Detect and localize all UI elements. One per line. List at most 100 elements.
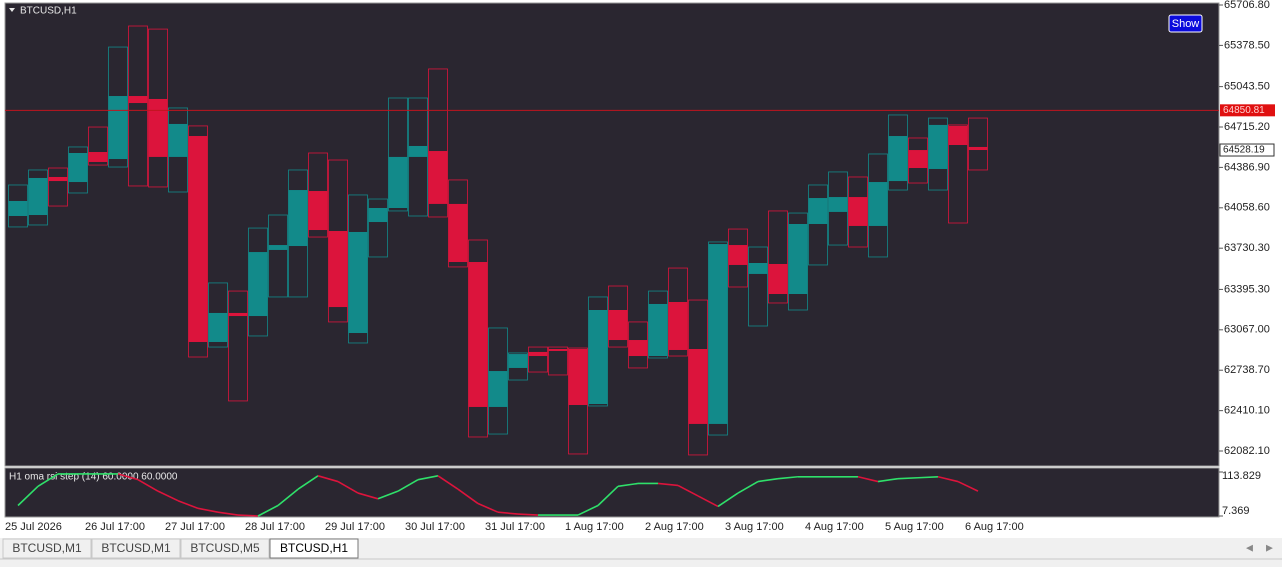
x-tick-label: 5 Aug 17:00 xyxy=(885,521,944,533)
y-tick-label: 62738.70 xyxy=(1224,364,1270,376)
candle-body xyxy=(468,262,488,407)
scroll-left[interactable]: ◀ xyxy=(1246,542,1253,552)
candle-body xyxy=(688,349,708,424)
indicator-segment xyxy=(177,499,199,510)
x-tick-label: 1 Aug 17:00 xyxy=(565,521,624,533)
indicator-segment xyxy=(157,490,179,502)
candle-body xyxy=(808,198,828,224)
x-tick-label: 26 Jul 17:00 xyxy=(85,521,145,533)
tab-label[interactable]: BTCUSD,M1 xyxy=(12,541,82,555)
indicator-title: H1 oma rsi step (14) 60.0000 60.0000 xyxy=(9,472,178,483)
indicator-segment xyxy=(477,502,499,513)
candle-body xyxy=(308,191,328,231)
tab-label[interactable]: BTCUSD,M5 xyxy=(190,541,260,555)
indicator-segment xyxy=(777,475,799,480)
candle-body xyxy=(28,177,48,216)
main-pane xyxy=(4,2,1220,467)
candle-range xyxy=(128,25,148,187)
indicator-segment xyxy=(217,511,239,516)
candle-body xyxy=(448,203,468,263)
candle-body xyxy=(708,244,728,424)
indicator-y-tick-label: 7.369 xyxy=(1222,505,1250,517)
tab-label[interactable]: BTCUSD,M1 xyxy=(101,541,171,555)
indicator-segment xyxy=(717,492,739,508)
indicator-segment xyxy=(617,482,639,488)
indicator-segment xyxy=(117,473,139,481)
x-tick-label: 25 Jul 2026 xyxy=(5,521,62,533)
indicator-y-tick-label: 113.829 xyxy=(1222,470,1261,482)
candle-body xyxy=(548,349,568,351)
show-button[interactable] xyxy=(1168,14,1203,33)
indicator-segment xyxy=(197,507,219,513)
tab[interactable] xyxy=(180,538,270,559)
y-tick-label: 64058.60 xyxy=(1224,202,1270,214)
x-tick-label: 2 Aug 17:00 xyxy=(645,521,704,533)
candle-body xyxy=(788,223,808,295)
show-button-label[interactable]: Show xyxy=(1172,18,1200,30)
indicator-segment xyxy=(137,478,159,492)
candle-body xyxy=(748,262,768,274)
candle-body xyxy=(868,182,888,226)
indicator-segment xyxy=(917,475,939,479)
y-tick-label: 62082.10 xyxy=(1224,445,1270,457)
candle-body xyxy=(928,124,948,169)
candle-range xyxy=(388,97,408,212)
indicator-segment xyxy=(257,504,279,517)
indicator-segment xyxy=(697,495,719,508)
indicator-segment xyxy=(277,488,299,507)
candle-body xyxy=(288,190,308,247)
y-tick-label: 63730.30 xyxy=(1224,242,1270,254)
indicator-segment xyxy=(757,477,779,483)
indicator-segment xyxy=(337,480,359,494)
y-tick-label: 63067.00 xyxy=(1224,324,1270,336)
candle-body xyxy=(968,146,988,151)
indicator-segment xyxy=(237,514,259,517)
tab-label[interactable]: BTCUSD,H1 xyxy=(280,541,348,555)
candle-body xyxy=(768,263,788,295)
indicator-segment xyxy=(937,475,959,483)
y-tick-label: 65706.80 xyxy=(1224,0,1270,11)
candle-body xyxy=(948,125,968,145)
x-tick-label: 27 Jul 17:00 xyxy=(165,521,225,533)
y-tick-label: 63395.30 xyxy=(1224,283,1270,295)
indicator-segment xyxy=(957,480,979,492)
candle-range xyxy=(528,346,548,373)
candle-range xyxy=(428,68,448,218)
indicator-segment xyxy=(37,473,59,488)
candle-range xyxy=(408,97,428,217)
candle-body xyxy=(168,123,188,157)
candle-range xyxy=(808,184,828,266)
x-tick-label: 29 Jul 17:00 xyxy=(325,521,385,533)
tab[interactable] xyxy=(2,538,92,559)
indicator-segment xyxy=(897,476,919,480)
indicator-segment xyxy=(857,475,879,483)
candle-body xyxy=(608,310,628,341)
indicator-segment xyxy=(597,485,619,507)
indicator-segment xyxy=(517,513,539,516)
candle-body xyxy=(208,312,228,342)
candle-body xyxy=(8,200,28,216)
indicator-segment xyxy=(377,490,399,500)
y-tick-label: 62410.10 xyxy=(1224,405,1270,417)
x-tick-label: 31 Jul 17:00 xyxy=(485,521,545,533)
candle-body xyxy=(368,207,388,223)
tab[interactable] xyxy=(269,538,359,559)
candle-body xyxy=(528,351,548,357)
candle-body xyxy=(668,302,688,350)
scroll-right[interactable]: ▶ xyxy=(1266,542,1273,552)
candle-range xyxy=(948,124,968,224)
x-tick-label: 6 Aug 17:00 xyxy=(965,521,1024,533)
menu-arrow[interactable] xyxy=(9,8,15,12)
tab[interactable] xyxy=(91,538,181,559)
candle-body xyxy=(588,310,608,405)
candle-body xyxy=(848,197,868,226)
last-price-box xyxy=(1219,143,1275,157)
candle-body xyxy=(628,340,648,357)
candle-body xyxy=(188,136,208,342)
last-price-label: 64528.19 xyxy=(1223,145,1265,156)
candle-body xyxy=(508,354,528,368)
candle-body xyxy=(888,136,908,182)
candle-range xyxy=(48,167,68,207)
candle-body xyxy=(68,152,88,183)
